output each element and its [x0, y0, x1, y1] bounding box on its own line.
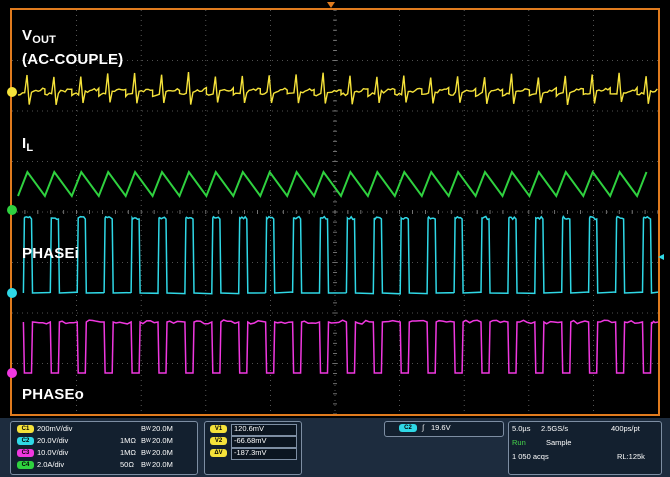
channel-scale-2: 20.0V/div [37, 436, 69, 445]
record-length: RL:125k [617, 452, 645, 461]
il-ground-marker [7, 205, 17, 215]
graticule [11, 9, 659, 415]
vout-note-label: (AC-COUPLE) [22, 51, 124, 68]
vout-label: VOUT [22, 27, 56, 46]
phasei-trace [22, 214, 659, 295]
cursor-value-box-3 [231, 448, 297, 460]
il-label-sub: L [26, 142, 34, 154]
acquisition-count: 1 050 acqs [512, 452, 549, 461]
trigger-level-marker [658, 254, 664, 260]
cursor-value-box-2 [231, 436, 297, 448]
channel-bw-prefix-2: B [141, 436, 147, 445]
cursor-value-box-1 [231, 424, 297, 436]
channel-scale-4: 2.0A/div [37, 460, 65, 469]
channel-badge-1: C1 [17, 425, 34, 433]
channel-coupling-4: 50Ω [120, 460, 134, 469]
vout-trace [17, 72, 658, 106]
channel-bw-prefix-1: B [141, 424, 147, 433]
cursor-value-1: 120.6mV [234, 424, 265, 433]
run-state: Run [512, 438, 526, 447]
channel-markers [7, 2, 664, 378]
trigger-channel-badge: C2 [399, 424, 417, 432]
cursor-badge-3: ΔV [210, 449, 227, 457]
acquisition-box[interactable] [508, 421, 662, 475]
channel-bw-sub-2: W [146, 438, 151, 444]
channel-bw-sub-3: W [146, 450, 151, 456]
channel-badge-4: C4 [17, 461, 34, 469]
channel-bw-prefix-3: B [141, 448, 147, 457]
trigger-position-marker [327, 2, 335, 8]
channel-badge-3: C3 [17, 449, 34, 457]
channel-coupling-3: 1MΩ [120, 448, 137, 457]
phaseo-ground-marker [7, 368, 17, 378]
cursor-badge-1: V1 [210, 425, 227, 433]
resolution-value: 400ps/pt [611, 424, 640, 433]
cursor-badge-2: V2 [210, 437, 227, 445]
timebase-value: 5.0µs [512, 424, 531, 433]
channel-bw-2: 20.0M [152, 436, 173, 445]
acquisition-mode: Sample [546, 438, 572, 447]
channel-bw-sub-1: W [146, 426, 151, 432]
vout-label-main: V [22, 27, 33, 44]
phaseo-label: PHASEo [22, 386, 85, 403]
trigger-level: 19.6V [431, 423, 451, 432]
channel-coupling-2: 1MΩ [120, 436, 137, 445]
channel-bw-1: 20.0M [152, 424, 173, 433]
il-label-main: I [22, 135, 27, 152]
channel-bw-prefix-4: B [141, 460, 147, 469]
phasei-ground-marker [7, 288, 17, 298]
cursor-value-3: -187.3mV [234, 448, 267, 457]
vout-ground-marker [7, 87, 17, 97]
cursor-value-2: -66.68mV [234, 436, 267, 445]
waveforms [17, 72, 659, 374]
phasei-label: PHASEi [22, 245, 80, 262]
sample-rate-value: 2.5GS/s [541, 424, 569, 433]
waveform-screen [0, 0, 670, 418]
vout-label-sub: OUT [32, 34, 57, 46]
status-panel: C1 200mV/div B W 20.0M C2 20.0V/div 1MΩ B W 20.0M C… [0, 418, 670, 477]
trigger-slope-icon: ∫ [422, 423, 425, 432]
screen-background [0, 0, 670, 418]
phaseo-trace [22, 319, 659, 374]
channel-badge-2: C2 [17, 437, 34, 445]
channel-bw-3: 20.0M [152, 448, 173, 457]
channel-scale-3: 10.0V/div [37, 448, 69, 457]
il-label: IL [22, 135, 33, 154]
channel-settings-box[interactable] [10, 421, 198, 475]
channel-bw-sub-4: W [146, 462, 151, 468]
channel-scale-1: 200mV/div [37, 424, 73, 433]
il-trace [17, 169, 648, 199]
channel-bw-4: 20.0M [152, 460, 173, 469]
